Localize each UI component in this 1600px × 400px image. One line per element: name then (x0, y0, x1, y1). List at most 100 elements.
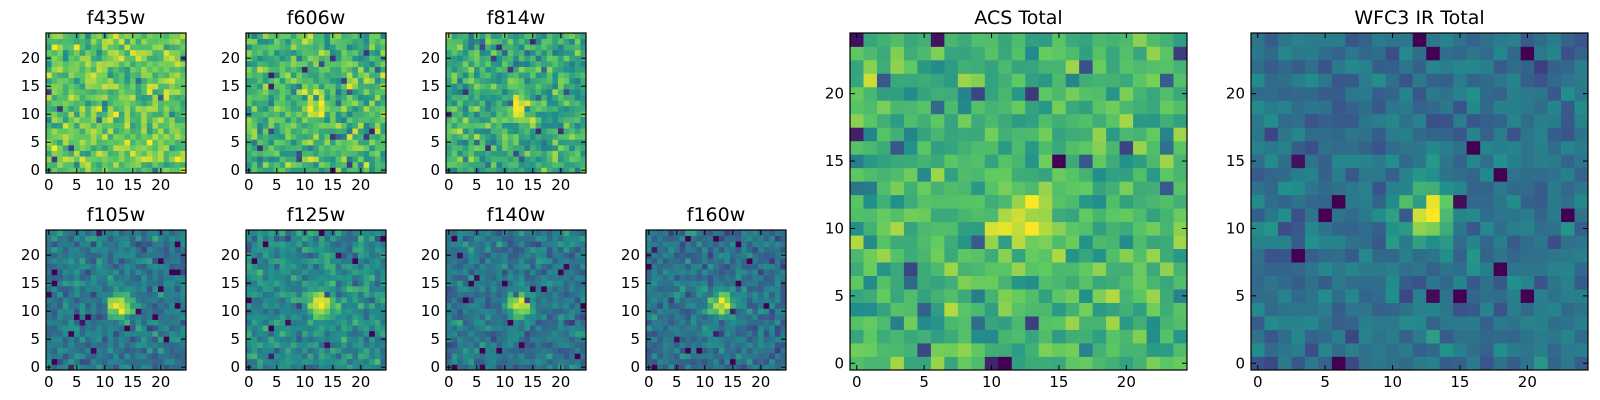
heatmap-cell (552, 353, 559, 360)
heatmap-cell (358, 330, 364, 337)
heatmap-cell (335, 347, 342, 354)
heatmap-cell (274, 111, 280, 118)
heatmap-cell (62, 364, 69, 371)
heatmap-cell (507, 291, 514, 298)
heatmap-cell (518, 302, 525, 309)
heatmap-cell (62, 105, 69, 112)
heatmap-cell (446, 49, 452, 56)
heatmap-cell (374, 330, 381, 337)
heatmap-cell (457, 291, 464, 298)
heatmap-cell (285, 280, 292, 287)
heatmap-cell (774, 235, 781, 242)
heatmap-cell (662, 246, 669, 253)
heatmap-cell (468, 61, 475, 67)
heatmap-cell (180, 297, 187, 304)
heatmap-cell (690, 258, 697, 264)
heatmap-cell (374, 100, 381, 107)
heatmap-cell (246, 235, 252, 242)
heatmap-cell (141, 61, 148, 67)
heatmap-cell (780, 319, 787, 326)
heatmap-cell (735, 241, 742, 248)
heatmap-cell (307, 319, 314, 326)
heatmap-cell (79, 89, 86, 95)
heatmap-cell (1146, 302, 1161, 317)
heatmap-cell (141, 49, 148, 56)
heatmap-cell (984, 221, 999, 236)
heatmap-cell (535, 111, 542, 118)
heatmap-cell (96, 230, 103, 236)
heatmap-cell (113, 336, 120, 343)
heatmap-cell (113, 342, 120, 348)
heatmap-cell (62, 49, 69, 56)
heatmap-cell (380, 274, 387, 281)
heatmap-cell (490, 319, 497, 326)
heatmap-cell (107, 358, 114, 365)
heatmap-cell (318, 280, 325, 287)
heatmap-cell (552, 246, 559, 253)
heatmap-cell (85, 111, 92, 118)
heatmap-cell (363, 241, 370, 248)
heatmap-cell (296, 269, 303, 276)
heatmap-cell (318, 83, 325, 90)
heatmap-cell (285, 55, 292, 62)
heatmap-cell (479, 330, 486, 337)
heatmap-cell (574, 358, 581, 365)
heatmap-cell (274, 342, 280, 348)
heatmap-cell (158, 89, 164, 95)
heatmap-cell (257, 150, 264, 157)
heatmap-cell (546, 274, 553, 281)
heatmap-cell (1038, 275, 1053, 290)
heatmap-cell (152, 364, 159, 371)
heatmap-cell (552, 364, 559, 371)
heatmap-cell (74, 252, 80, 259)
heatmap-cell (257, 353, 264, 360)
heatmap-cell (462, 302, 469, 309)
heatmap-cell (307, 230, 314, 236)
heatmap-cell (130, 263, 136, 270)
heatmap-cell (313, 230, 320, 236)
heatmap-cell (1079, 221, 1093, 236)
heatmap-cell (324, 161, 331, 168)
heatmap-cell (530, 358, 536, 365)
heatmap-cell (651, 258, 658, 264)
heatmap-cell (657, 347, 664, 354)
heatmap-cell (574, 49, 581, 56)
heatmap-cell (174, 353, 181, 360)
heatmap-cell (850, 289, 864, 303)
heatmap-cell (451, 258, 458, 264)
heatmap-cell (130, 314, 136, 320)
heatmap-cell (457, 319, 464, 326)
heatmap-cell (374, 44, 381, 51)
heatmap-cell (57, 364, 64, 371)
heatmap-cell (944, 221, 959, 236)
heatmap-cell (74, 269, 80, 276)
heatmap-cell (313, 145, 320, 151)
heatmap-cell (118, 94, 125, 101)
heatmap-cell (74, 38, 80, 45)
heatmap-cell (513, 280, 520, 287)
heatmap-cell (135, 246, 142, 253)
heatmap-cell (763, 319, 770, 326)
heatmap-cell (46, 263, 52, 270)
heatmap-cell (369, 66, 376, 73)
heatmap-cell (324, 66, 331, 73)
heatmap-cell (741, 314, 748, 320)
heatmap-cell (363, 353, 370, 360)
heatmap-cell (363, 286, 370, 292)
heatmap-cell (569, 308, 576, 315)
heatmap-cell (113, 105, 120, 112)
heatmap-cell (685, 235, 692, 242)
heatmap-cell (944, 289, 959, 303)
heatmap-cell (850, 194, 864, 209)
heatmap-cell (685, 230, 692, 236)
heatmap-cell (563, 347, 570, 354)
heatmap-cell (102, 347, 108, 354)
heatmap-cell (685, 336, 692, 343)
heatmap-cell (876, 154, 891, 169)
heatmap-cell (285, 263, 292, 270)
heatmap-cell (490, 246, 497, 253)
heatmap-cell (850, 167, 864, 182)
heatmap-cell (62, 286, 69, 292)
heatmap-cell (474, 156, 480, 163)
heatmap-cell (662, 347, 669, 354)
